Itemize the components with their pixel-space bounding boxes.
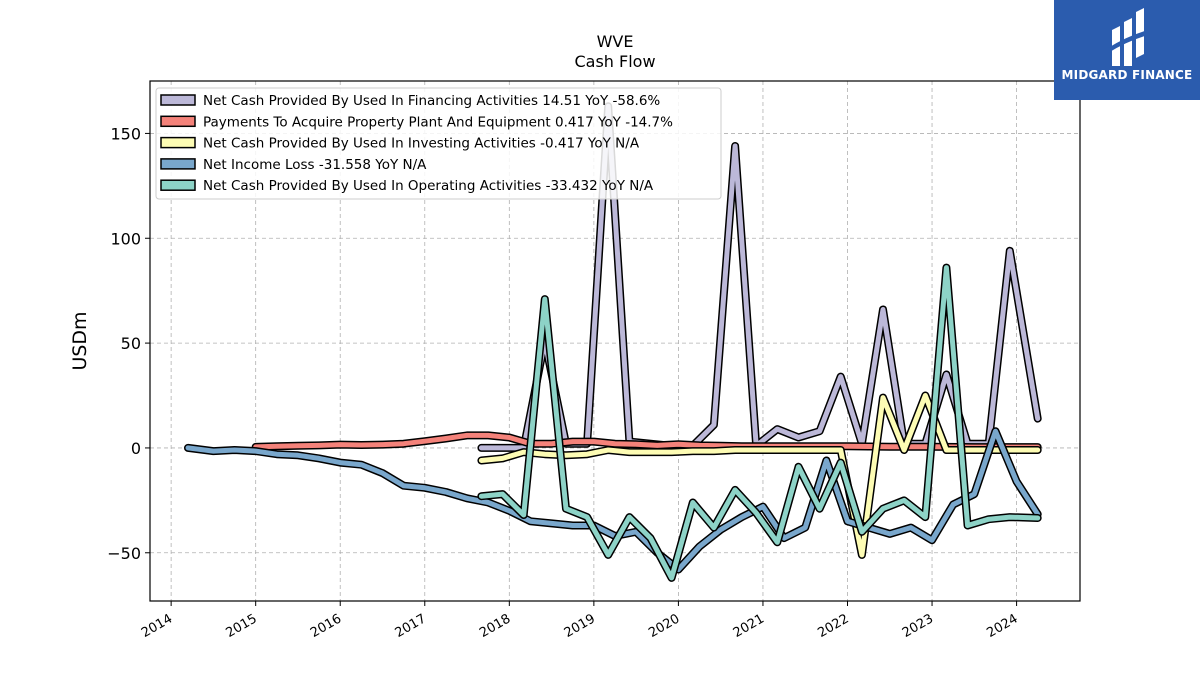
y-tick-label: 0 [131, 439, 141, 458]
x-tick-label: 2021 [731, 611, 767, 641]
legend-swatch [160, 158, 196, 170]
series-layer [184, 102, 1042, 582]
chart-title: WVE [597, 32, 634, 51]
x-tick-label: 2016 [308, 611, 344, 641]
legend-label: Payments To Acquire Property Plant And E… [203, 114, 673, 130]
x-axis-ticks: 2014 2015 2016 2017 2018 2019 2020 2021 2022 2023… [139, 601, 1021, 641]
legend-swatch [160, 94, 196, 106]
chart-subtitle: Cash Flow [574, 52, 655, 71]
legend-label: Net Cash Provided By Used In Financing A… [203, 93, 660, 109]
x-tick-label: 2015 [224, 611, 260, 641]
x-tick-label: 2018 [477, 611, 513, 641]
x-tick-label: 2014 [139, 611, 175, 641]
y-tick-label: 100 [110, 229, 141, 248]
y-axis-ticks: −50 0 50 100 150 [107, 124, 150, 563]
y-tick-label: 150 [110, 124, 141, 143]
legend-label: Net Income Loss -31.558 YoY N/A [203, 157, 427, 173]
legend-label: Net Cash Provided By Used In Operating A… [203, 178, 654, 194]
x-tick-label: 2019 [562, 611, 598, 641]
y-tick-label: 50 [121, 334, 141, 353]
y-axis-label: USDm [69, 311, 91, 370]
logo-text: MIDGARD FINANCE [1061, 68, 1193, 82]
midgard-finance-logo: MIDGARD FINANCE [1054, 0, 1200, 100]
legend-swatch [160, 136, 196, 149]
legend: Net Cash Provided By Used In Financing A… [155, 87, 722, 200]
x-tick-label: 2022 [815, 611, 851, 641]
series-line-2 [478, 393, 1041, 558]
x-tick-label: 2017 [393, 611, 429, 641]
legend-label: Net Cash Provided By Used In Investing A… [203, 136, 640, 152]
y-tick-label: −50 [107, 544, 141, 563]
logo-mark-icon [1108, 8, 1148, 66]
series-line-4 [478, 265, 1041, 581]
x-tick-label: 2023 [900, 611, 936, 641]
legend-box [155, 87, 722, 200]
legend-swatch [160, 115, 196, 128]
plot-frame [149, 80, 1081, 602]
x-tick-label: 2020 [646, 611, 682, 641]
legend-swatch [160, 179, 196, 191]
x-tick-label: 2024 [984, 611, 1020, 641]
